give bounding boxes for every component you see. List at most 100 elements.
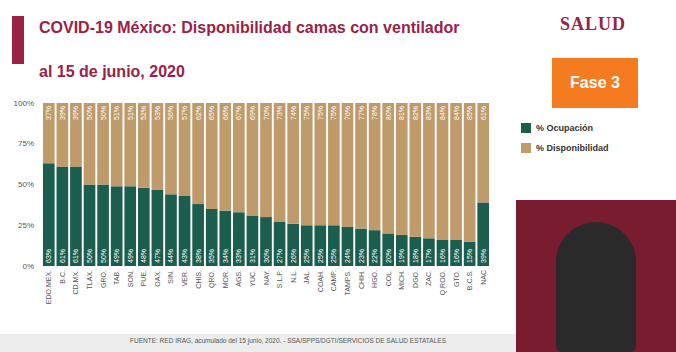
svg-text:SIN.: SIN.	[167, 270, 174, 284]
svg-text:16%: 16%	[439, 249, 446, 263]
svg-text:39%: 39%	[59, 106, 66, 120]
svg-text:31%: 31%	[249, 249, 256, 263]
svg-text:75%: 75%	[330, 106, 337, 120]
svg-text:N.L.: N.L.	[290, 270, 297, 283]
svg-text:61%: 61%	[59, 249, 66, 263]
svg-text:HGO.: HGO.	[371, 270, 378, 288]
svg-text:75%: 75%	[18, 139, 34, 148]
svg-text:44%: 44%	[167, 249, 174, 263]
svg-text:S.L.P.: S.L.P.	[276, 270, 283, 288]
svg-text:17%: 17%	[425, 249, 432, 263]
svg-text:37%: 37%	[45, 106, 52, 120]
svg-text:VER.: VER.	[181, 270, 188, 286]
svg-text:51%: 51%	[127, 106, 134, 120]
svg-text:85%: 85%	[466, 106, 473, 120]
svg-text:al 15 de junio, 2020: al 15 de junio, 2020	[39, 63, 185, 80]
svg-text:53%: 53%	[154, 106, 161, 120]
svg-text:49%: 49%	[127, 249, 134, 263]
svg-text:51%: 51%	[113, 106, 120, 120]
svg-text:38%: 38%	[195, 249, 202, 263]
svg-text:EDO.MEX.: EDO.MEX.	[45, 270, 52, 304]
svg-text:57%: 57%	[181, 106, 188, 120]
svg-text:19%: 19%	[398, 249, 405, 263]
svg-text:24%: 24%	[344, 249, 351, 263]
svg-text:56%: 56%	[167, 106, 174, 120]
svg-text:YUC.: YUC.	[249, 270, 256, 287]
svg-text:100%: 100%	[14, 99, 34, 108]
svg-text:MICH.: MICH.	[398, 270, 405, 290]
svg-text:CD.MX.: CD.MX.	[72, 270, 79, 295]
svg-text:43%: 43%	[181, 249, 188, 263]
svg-text:CAMP.: CAMP.	[330, 270, 337, 291]
svg-text:74%: 74%	[290, 106, 297, 120]
svg-text:47%: 47%	[154, 249, 161, 263]
svg-text:50%: 50%	[100, 249, 107, 263]
svg-text:TLAX.: TLAX.	[86, 270, 93, 290]
svg-text:50%: 50%	[18, 180, 34, 189]
svg-text:ZAC.: ZAC.	[425, 270, 432, 286]
svg-text:B.C.: B.C.	[59, 270, 66, 284]
svg-text:75%: 75%	[317, 106, 324, 120]
svg-text:23%: 23%	[358, 249, 365, 263]
svg-text:16%: 16%	[453, 249, 460, 263]
svg-text:TAMPS.: TAMPS.	[344, 270, 351, 296]
svg-text:DGO.: DGO.	[412, 270, 419, 288]
svg-text:39%: 39%	[72, 106, 79, 120]
svg-text:NAY.: NAY.	[263, 270, 270, 285]
svg-text:GTO.: GTO.	[453, 270, 460, 287]
svg-text:30%: 30%	[263, 249, 270, 263]
svg-text:61%: 61%	[480, 106, 487, 120]
svg-text:84%: 84%	[439, 106, 446, 120]
svg-text:0%: 0%	[22, 262, 34, 271]
svg-text:75%: 75%	[303, 106, 310, 120]
svg-text:15%: 15%	[466, 249, 473, 263]
svg-text:27%: 27%	[276, 249, 283, 263]
svg-text:COL.: COL.	[385, 270, 392, 286]
svg-text:35%: 35%	[208, 249, 215, 263]
svg-text:49%: 49%	[113, 249, 120, 263]
svg-text:61%: 61%	[72, 249, 79, 263]
svg-text:% Disponibilidad: % Disponibilidad	[536, 143, 609, 153]
svg-text:33%: 33%	[235, 249, 242, 263]
svg-text:81%: 81%	[398, 106, 405, 120]
svg-text:39%: 39%	[480, 249, 487, 263]
svg-text:50%: 50%	[86, 249, 93, 263]
svg-text:SON.: SON.	[127, 270, 134, 287]
svg-text:JAL.: JAL.	[303, 270, 310, 284]
svg-text:25%: 25%	[18, 221, 34, 230]
svg-text:48%: 48%	[140, 249, 147, 263]
svg-text:82%: 82%	[412, 106, 419, 120]
svg-text:25%: 25%	[303, 249, 310, 263]
svg-text:69%: 69%	[249, 106, 256, 120]
svg-text:50%: 50%	[86, 106, 93, 120]
svg-text:NAC: NAC	[480, 270, 487, 285]
svg-text:70%: 70%	[263, 106, 270, 120]
svg-text:OAX.: OAX.	[154, 270, 161, 287]
svg-text:26%: 26%	[290, 249, 297, 263]
svg-text:84%: 84%	[453, 106, 460, 120]
svg-text:COVID-19 México: Disponibilida: COVID-19 México: Disponibilidad camas co…	[39, 19, 460, 36]
svg-text:TAB.: TAB.	[113, 270, 120, 285]
svg-text:Q.ROO.: Q.ROO.	[439, 270, 447, 295]
svg-text:18%: 18%	[412, 249, 419, 263]
svg-text:62%: 62%	[195, 106, 202, 120]
svg-text:22%: 22%	[371, 249, 378, 263]
svg-text:80%: 80%	[385, 106, 392, 120]
svg-text:PUE.: PUE.	[140, 270, 147, 286]
svg-text:67%: 67%	[235, 106, 242, 120]
svg-text:COAH.: COAH.	[317, 270, 324, 292]
svg-text:83%: 83%	[425, 106, 432, 120]
svg-text:CHIH.: CHIH.	[358, 270, 365, 289]
svg-text:CHIS.: CHIS.	[195, 270, 202, 289]
svg-text:QRO.: QRO.	[208, 270, 216, 288]
svg-text:78%: 78%	[371, 106, 378, 120]
svg-text:GRO.: GRO.	[100, 270, 107, 288]
svg-text:76%: 76%	[344, 106, 351, 120]
svg-text:65%: 65%	[208, 106, 215, 120]
svg-text:77%: 77%	[358, 106, 365, 120]
svg-text:52%: 52%	[140, 106, 147, 120]
svg-text:20%: 20%	[385, 249, 392, 263]
svg-text:B.C.S.: B.C.S.	[466, 270, 473, 290]
svg-text:63%: 63%	[45, 249, 52, 263]
svg-text:25%: 25%	[330, 249, 337, 263]
